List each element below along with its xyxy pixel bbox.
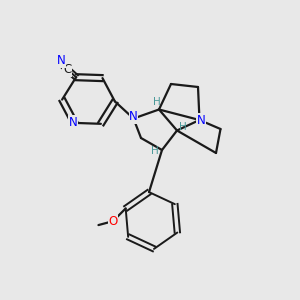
Text: O: O [108, 215, 118, 228]
Text: H: H [151, 146, 158, 157]
Text: N: N [69, 116, 77, 129]
Text: N: N [196, 113, 206, 127]
Text: H: H [179, 122, 187, 133]
Text: C: C [63, 63, 71, 76]
Text: N: N [129, 110, 138, 124]
Text: H: H [153, 97, 160, 107]
Text: N: N [56, 54, 65, 67]
